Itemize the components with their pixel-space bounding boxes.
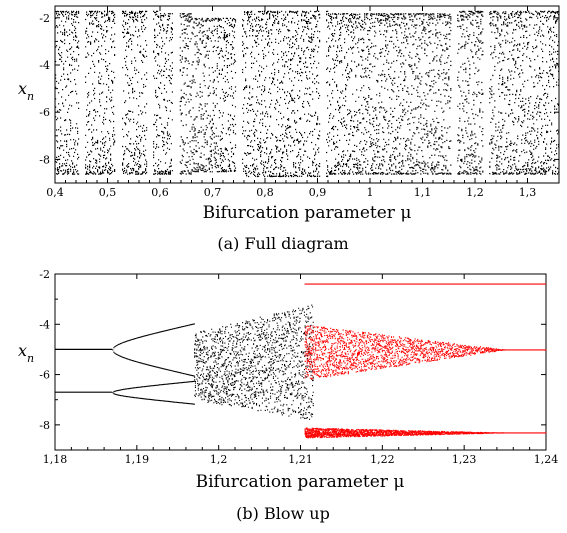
y-tick-label-a: -6 [39, 106, 50, 119]
panel-b-blow-up: 1,18 1,19 1,2 1,21 1,22 1,23 1,24 -8 -6 -4 -2 x n… [18, 268, 558, 523]
chaotic-region-black [194, 304, 314, 420]
y-tick-label-b: -4 [39, 318, 50, 331]
x-tick-label-a: 0,5 [99, 186, 117, 199]
x-tick-label-b: 1,18 [43, 453, 68, 466]
panel-b-xlabel: Bifurcation parameter μ [196, 472, 405, 492]
panel-a-x-ticks: 0,4 0,5 0,6 0,7 0,8 0,9 1 1,1 1,2 1,3 [46, 6, 536, 199]
panel-b-ylabel: x [18, 341, 27, 360]
doubling-branches [112, 323, 195, 405]
y-tick-label-a: -2 [39, 12, 50, 25]
x-tick-label-a: 0,7 [204, 186, 222, 199]
y-tick-label-a: -4 [39, 59, 50, 72]
x-tick-label-a: 1,2 [466, 186, 484, 199]
x-tick-label-a: 1 [367, 186, 374, 199]
x-tick-label-a: 0,9 [309, 186, 327, 199]
x-tick-label-a: 1,1 [414, 186, 432, 199]
x-tick-label-b: 1,23 [452, 453, 477, 466]
panel-a-y-ticks: -8 -6 -4 -2 [39, 12, 559, 166]
panel-b-x-ticks: 1,18 1,19 1,2 1,21 1,22 1,23 1,24 [43, 274, 559, 466]
x-tick-label-b: 1,2 [210, 453, 228, 466]
panel-a-caption: (a) Full diagram [217, 234, 348, 253]
x-tick-label-b: 1,21 [288, 453, 313, 466]
x-tick-label-a: 0,8 [256, 186, 274, 199]
panel-b-y-ticks: -8 -6 -4 -2 [39, 268, 546, 432]
panel-a-full-diagram: 0,4 0,5 0,6 0,7 0,8 0,9 1 1,1 1,2 1,3 -8-6-4-2 x … [18, 5, 560, 253]
bifurcation-points-a [55, 10, 560, 178]
y-tick-label-b: -6 [39, 369, 50, 382]
y-tick-label-b: -8 [39, 419, 50, 432]
y-tick-label-b: -2 [39, 268, 50, 281]
x-tick-label-b: 1,22 [370, 453, 395, 466]
x-tick-label-a: 0,6 [151, 186, 169, 199]
x-tick-label-a: 1,3 [519, 186, 537, 199]
panel-a-xlabel: Bifurcation parameter μ [203, 203, 412, 223]
panel-a-ylabel: x [18, 79, 27, 98]
x-tick-label-a: 0,4 [46, 186, 64, 199]
panel-a-points [55, 10, 560, 178]
panel-b-caption: (b) Blow up [236, 504, 330, 523]
y-tick-label-a: -8 [39, 153, 50, 166]
red-attractor-bands [304, 325, 547, 439]
x-tick-label-b: 1,19 [125, 453, 150, 466]
panel-a-ylabel-subscript: n [27, 90, 34, 103]
panel-b-points [55, 283, 547, 439]
x-tick-label-b: 1,24 [534, 453, 559, 466]
panel-b-ylabel-subscript: n [27, 352, 34, 365]
